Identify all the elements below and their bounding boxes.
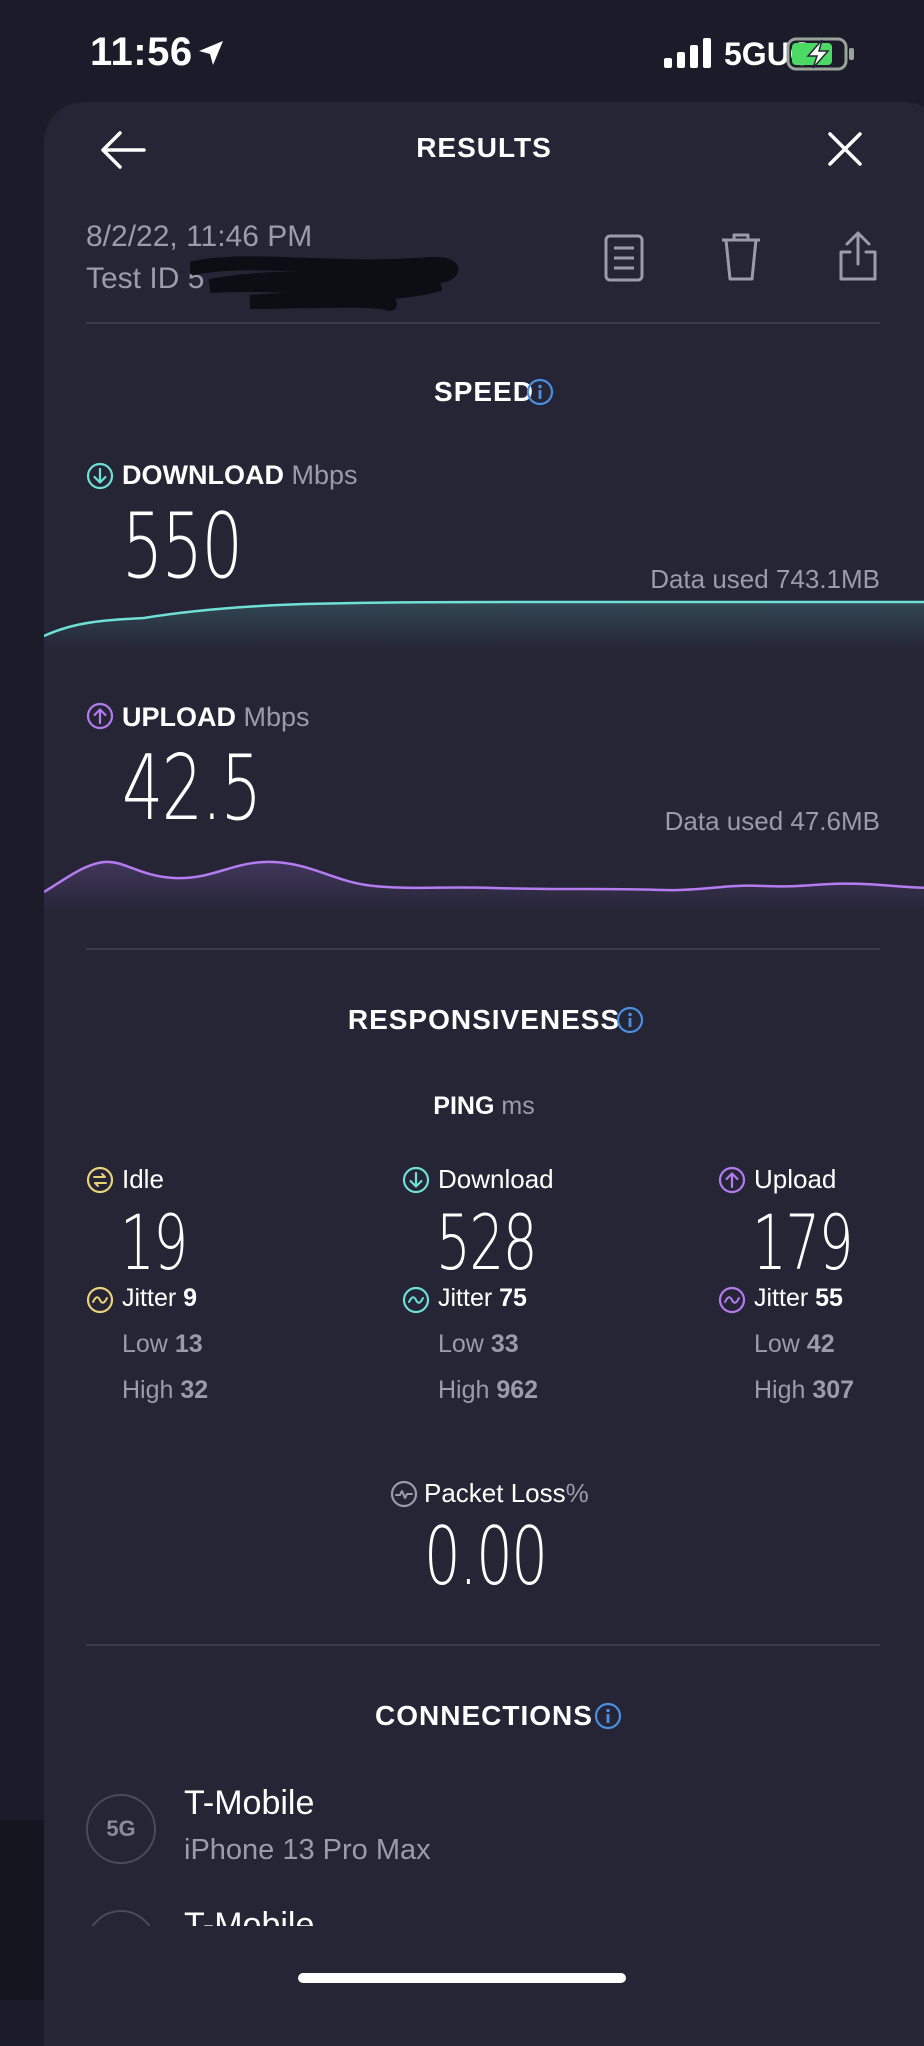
download-arrow-icon [86,462,114,490]
status-time: 11:56 [90,30,193,74]
download-label: DOWNLOAD [122,460,284,490]
info-icon[interactable] [526,378,554,406]
upload-data-used: Data used 47.6MB [664,806,880,836]
info-icon[interactable] [616,1006,644,1034]
jitter-icon [86,1286,114,1314]
upload-unit: Mbps [243,702,310,732]
upload-arrow-icon [86,702,114,730]
upload-value: 42.5 [122,736,262,841]
upload-ping-value: 179 [752,1198,854,1287]
back-arrow-icon[interactable] [100,130,146,170]
packet-loss-label-row: Packet Loss% [424,1478,589,1509]
divider [86,322,880,324]
upload-jitter: Jitter 55 [754,1284,843,1312]
upload-arrow-icon [718,1166,746,1194]
download-low: Low 33 [438,1330,519,1358]
connection-badge-5g: 5G [86,1794,156,1864]
test-id: Test ID 5 [86,262,205,295]
connection-device: iPhone 13 Pro Max [184,1834,431,1866]
idle-low: Low 13 [122,1330,203,1358]
idle-jitter: Jitter 9 [122,1284,198,1312]
redaction-scribble [190,256,459,311]
location-arrow-icon [199,41,223,65]
upload-label: UPLOAD [122,702,236,732]
close-icon[interactable] [826,130,864,168]
download-ping-value: 528 [436,1198,538,1287]
packet-loss-label: Packet Loss [424,1478,566,1508]
speed-title: SPEED [434,376,534,407]
home-indicator[interactable] [298,1973,626,1983]
packet-loss-unit: % [565,1478,589,1508]
share-icon[interactable] [838,230,878,282]
upload-label-row: UPLOAD Mbps [122,702,310,733]
download-jitter: Jitter 75 [438,1284,527,1312]
download-ping-label: Download [438,1164,554,1194]
packet-loss-value: 0.00 [424,1510,548,1603]
ping-unit: ms [501,1092,535,1120]
upload-low: Low 42 [754,1330,835,1358]
trash-icon[interactable] [720,232,762,282]
background-edge [0,1820,44,2000]
idle-high: High 32 [122,1376,209,1404]
info-icon[interactable] [594,1702,622,1730]
divider [86,948,880,950]
upload-ping-label: Upload [754,1164,837,1194]
idle-ping-value: 19 [120,1198,188,1287]
idle-label: Idle [122,1164,164,1194]
results-sheet: RESULTS 8/2/22, 11:46 PM Test ID 5 SPEED… [44,102,924,2046]
download-speed-graph [44,600,924,650]
ping-label: PING [433,1092,495,1120]
jitter-icon [718,1286,746,1314]
document-icon[interactable] [604,234,644,282]
download-label-row: DOWNLOAD Mbps [122,460,358,491]
download-data-used: Data used 743.1MB [650,564,880,594]
bottom-mask [44,1926,924,2046]
responsiveness-title: RESPONSIVENESS [347,1004,621,1035]
battery-charging-icon [786,37,854,71]
test-date: 8/2/22, 11:46 PM [86,220,313,253]
download-value: 550 [122,494,243,599]
upload-speed-graph [44,860,924,912]
page-title: RESULTS [416,132,552,163]
ping-label-row: PING ms [44,1092,924,1121]
status-bar: 11:56 5GUC [0,0,924,100]
connections-title: CONNECTIONS [375,1700,593,1731]
divider [86,1644,880,1646]
download-high: High 962 [438,1376,539,1404]
upload-high: High 307 [754,1376,855,1404]
idle-icon [86,1166,114,1194]
download-arrow-icon [402,1166,430,1194]
packet-loss-icon [390,1480,418,1508]
cellular-signal-icon [664,38,711,68]
download-unit: Mbps [291,460,358,490]
jitter-icon [402,1286,430,1314]
connection-carrier: T-Mobile [184,1784,315,1822]
